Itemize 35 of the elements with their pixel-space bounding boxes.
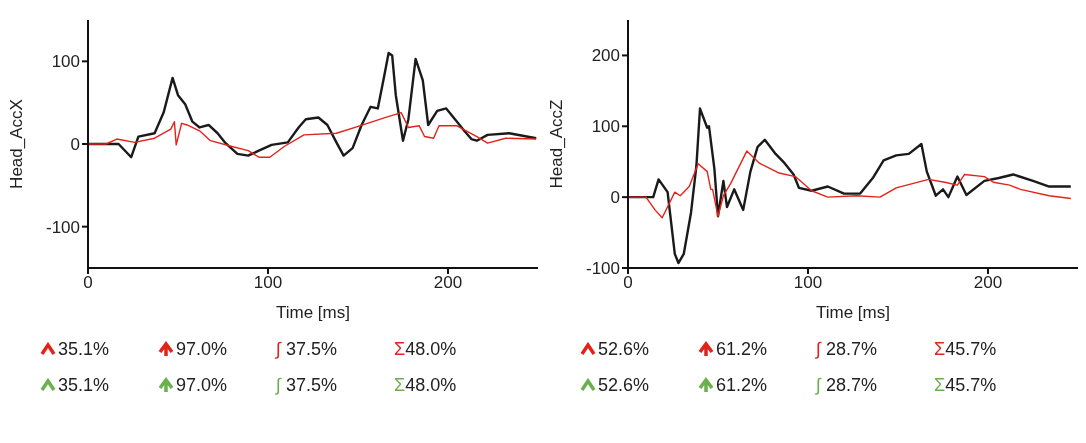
text: ∫ 37.5% [276, 374, 337, 396]
text: Σ45.7% [934, 338, 997, 360]
x-tick-label: 100 [253, 273, 283, 293]
text: 97.0% [176, 338, 228, 360]
y-tick-label: -100 [585, 259, 620, 279]
x-axis-title: Time [ms] [816, 303, 890, 322]
text: 97.0% [176, 374, 228, 396]
y-axis-title: Head_AccZ [547, 99, 567, 189]
line-series [628, 150, 1072, 219]
text: 35.1% [58, 338, 110, 360]
y-tick-label: 0 [70, 135, 80, 155]
text: 61.2% [716, 338, 768, 360]
text: 52.6% [598, 338, 650, 360]
text: ∫ 28.7% [816, 338, 877, 360]
line-series [88, 111, 537, 158]
text: Σ48.0% [394, 374, 457, 396]
x-tick-label: 0 [83, 273, 93, 293]
x-axis-title: Time [ms] [276, 303, 350, 322]
y-tick-label: 100 [51, 52, 80, 72]
y-tick-label: 0 [610, 188, 620, 208]
x-tick-label: 0 [623, 273, 633, 293]
text: 52.6% [598, 374, 650, 396]
text: 35.1% [58, 374, 110, 396]
y-tick-label: -100 [45, 217, 80, 237]
y-tick-label: 200 [591, 46, 620, 66]
x-tick-label: 200 [973, 273, 1003, 293]
text: ∫ 37.5% [276, 338, 337, 360]
text: ∫ 28.7% [816, 374, 877, 396]
y-tick-label: 100 [591, 117, 620, 137]
text: 61.2% [716, 374, 768, 396]
text: Σ48.0% [394, 338, 457, 360]
text: Σ45.7% [934, 374, 997, 396]
x-tick-label: 200 [433, 273, 463, 293]
y-axis-title: Head_AccX [7, 99, 27, 189]
x-tick-label: 100 [793, 273, 823, 293]
